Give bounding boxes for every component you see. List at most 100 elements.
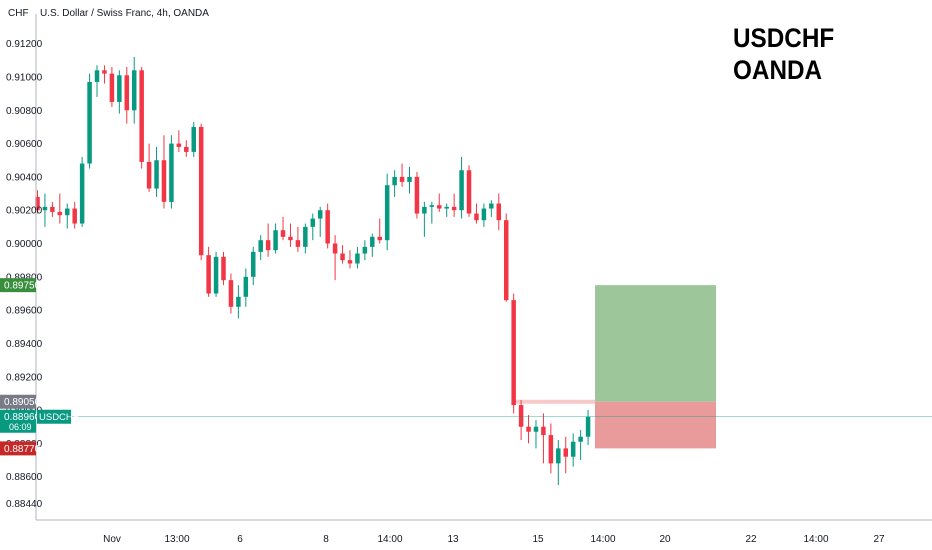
current-price-bg	[0, 409, 36, 433]
y-tick-label: 0.90200	[6, 206, 43, 217]
candle-body	[422, 206, 427, 214]
candle-body	[466, 170, 472, 214]
candle-body	[117, 75, 122, 102]
x-tick-label: Nov	[103, 534, 121, 545]
candle-body	[228, 280, 234, 307]
x-tick-label: 8	[323, 534, 329, 545]
candle-body	[236, 296, 241, 307]
candles	[35, 56, 591, 486]
candle-body	[384, 185, 390, 241]
candle-body	[362, 246, 368, 254]
candle-body	[459, 170, 464, 211]
candle-body	[518, 405, 524, 427]
take-profit-label: 0.89750	[4, 281, 41, 292]
x-tick-label: 13:00	[164, 534, 189, 545]
watermark-title: USDCHF OANDA	[733, 22, 846, 86]
candle-body	[332, 243, 338, 254]
candle-body	[399, 176, 405, 182]
y-tick-label: 0.89800	[6, 272, 43, 283]
candle-body	[340, 253, 345, 261]
candle-body	[578, 436, 583, 442]
loss-zone	[595, 401, 716, 449]
y-tick-label: 0.90000	[6, 239, 43, 250]
candle-body	[176, 143, 182, 147]
candle-body	[79, 163, 85, 224]
candle-body	[50, 206, 55, 212]
candle-body	[57, 211, 63, 216]
candle-body	[377, 236, 382, 241]
x-tick-label: 14:00	[590, 534, 615, 545]
candle-body	[474, 213, 479, 221]
candle-body	[556, 448, 561, 464]
y-tick-label: 0.89600	[6, 306, 43, 317]
candle-body	[184, 146, 189, 152]
candle-body	[407, 176, 412, 182]
candle-body	[251, 251, 256, 277]
candle-body	[489, 203, 494, 209]
candle-body	[221, 256, 226, 281]
candle-body	[102, 70, 107, 74]
y-tick-label: 0.91200	[6, 39, 43, 50]
candle-body	[198, 126, 204, 256]
candle-body	[42, 206, 48, 211]
candle-body	[295, 240, 301, 247]
candle-body	[392, 176, 397, 186]
x-tick-label: 15	[532, 534, 544, 545]
chart-title: U.S. Dollar / Swiss Franc, 4h, OANDA	[40, 8, 209, 19]
y-tick-label: 0.90400	[6, 172, 43, 183]
x-tick-label: 22	[745, 534, 757, 545]
symbol-tag-bg	[37, 409, 71, 424]
candle-body	[585, 416, 591, 437]
candle-body	[325, 210, 330, 244]
candle-body	[563, 448, 568, 457]
candle-body	[347, 260, 353, 264]
candle-body	[273, 230, 278, 251]
candle-body	[317, 210, 323, 219]
candle-body	[109, 73, 115, 102]
entry-line	[515, 399, 595, 404]
candle-body	[169, 143, 174, 202]
axes: 0.91200 0.91000 0.90800 0.90600 0.90400 0.902…	[0, 14, 932, 545]
candle-body	[511, 300, 516, 406]
y-tick-label: 0.89400	[6, 339, 43, 350]
candle-body	[451, 206, 457, 211]
x-tick-label: 14:00	[377, 534, 402, 545]
candle-body	[429, 205, 435, 207]
stop-loss-label: 0.88770	[4, 444, 41, 455]
y-tick-label: 0.90600	[6, 139, 43, 150]
symbol-text: USDCHF	[733, 23, 835, 53]
candle-body	[154, 160, 159, 189]
candle-body	[288, 236, 293, 241]
profit-zone	[595, 285, 716, 402]
candle-body	[444, 206, 449, 209]
currency-label: CHF	[8, 8, 29, 19]
candle-body	[35, 196, 40, 211]
candle-body	[139, 70, 144, 162]
candle-body	[72, 208, 77, 224]
x-tick-label: 13	[447, 534, 459, 545]
candle-body	[533, 426, 539, 432]
candle-body	[496, 203, 502, 221]
candle-body	[87, 81, 92, 164]
countdown-label: 06:09	[9, 422, 32, 432]
candle-body	[161, 160, 167, 202]
y-tick-label: 0.89200	[6, 372, 43, 383]
x-tick-label: 6	[237, 534, 243, 545]
candle-body	[310, 218, 316, 227]
candle-body	[146, 161, 152, 189]
y-tick-label: 0.90800	[6, 106, 43, 117]
broker-text: OANDA	[733, 55, 823, 85]
x-tick-label: 14:00	[803, 534, 828, 545]
candle-body	[94, 70, 100, 82]
candle-body	[206, 255, 211, 294]
candle-body	[65, 208, 70, 216]
y-tick-label: 0.88440	[6, 499, 43, 510]
candle-body	[548, 435, 554, 464]
candle-body	[131, 70, 137, 111]
candle-body	[541, 426, 546, 436]
take-profit-label-bg	[0, 278, 36, 293]
y-tick-label: 0.91000	[6, 72, 43, 83]
candle-body	[213, 256, 219, 294]
symbol-tag: USDCHF	[39, 412, 79, 423]
